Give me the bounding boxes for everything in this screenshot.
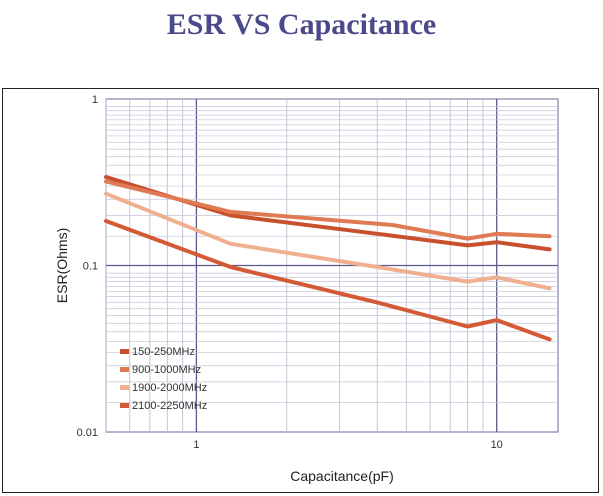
legend-swatch bbox=[120, 367, 129, 372]
chart-svg: 1 10 1 0.1 0.01 Capacitance(pF) ESR(Ohms) 150-2… bbox=[54, 94, 559, 484]
series-line bbox=[104, 219, 552, 342]
legend-swatch bbox=[120, 385, 129, 390]
series-line bbox=[104, 191, 552, 291]
x-tick-label: 10 bbox=[491, 439, 503, 451]
y-tick-label: 0.01 bbox=[77, 427, 98, 439]
chart-title: ESR VS Capacitance bbox=[166, 8, 437, 41]
chart-frame: 1 10 1 0.1 0.01 Capacitance(pF) ESR(Ohms) 150-2… bbox=[2, 88, 599, 493]
series-line bbox=[104, 179, 552, 241]
legend-swatch bbox=[120, 349, 129, 354]
y-tick-label: 1 bbox=[92, 94, 98, 106]
legend-label: 150-250MHz bbox=[132, 346, 195, 358]
y-tick-label: 0.1 bbox=[83, 261, 98, 273]
legend-label: 900-1000MHz bbox=[132, 364, 201, 376]
series-line bbox=[104, 175, 552, 252]
x-tick-label: 1 bbox=[193, 439, 199, 451]
legend-label: 2100-2250MHz bbox=[132, 400, 207, 412]
x-axis-label: Capacitance(pF) bbox=[290, 468, 394, 484]
legend-swatch bbox=[120, 403, 129, 408]
legend-label: 1900-2000MHz bbox=[132, 382, 207, 394]
y-axis-label: ESR(Ohms) bbox=[54, 228, 70, 303]
